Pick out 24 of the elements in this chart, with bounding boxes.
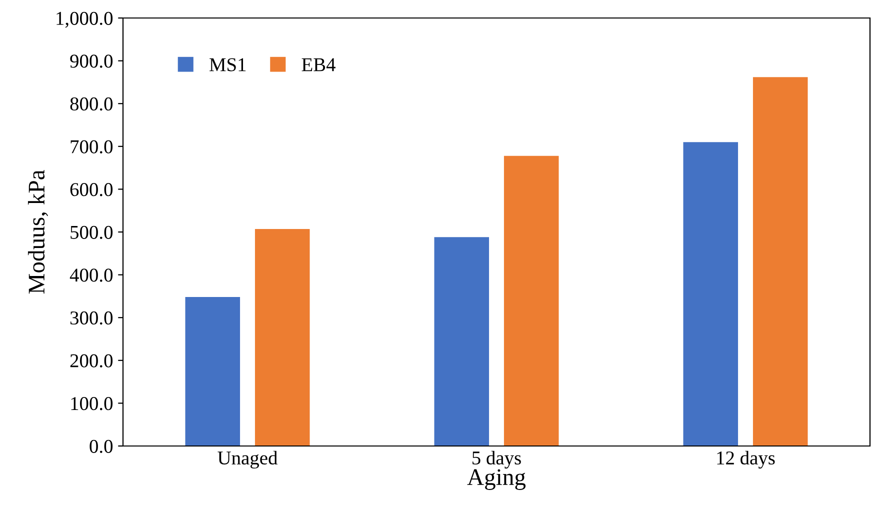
y-tick-label: 900.0	[70, 54, 113, 68]
legend-label: MS1	[210, 58, 246, 72]
x-tick-label: 12 days	[717, 450, 775, 469]
y-tick-label: 500.0	[70, 226, 113, 240]
bar	[434, 237, 490, 446]
y-axis-title: Moduus, kPa	[28, 170, 48, 294]
bar	[683, 142, 738, 446]
y-tick-label: 200.0	[70, 354, 113, 368]
y-tick-label: 0.0	[90, 440, 113, 454]
x-tick-label: 5 days	[472, 450, 521, 469]
y-tick-label: 1,000.0	[56, 12, 113, 28]
x-tick-label: Unaged	[218, 450, 278, 469]
y-tick-label: 300.0	[70, 311, 113, 325]
y-tick-label: 800.0	[70, 97, 113, 111]
bar	[185, 297, 240, 446]
x-axis-title: Aging	[467, 469, 526, 490]
y-tick-label: 600.0	[70, 183, 113, 196]
y-tick-label: 700.0	[70, 140, 113, 154]
bar	[752, 77, 808, 446]
legend-label: EB4	[302, 58, 336, 72]
y-tick-label: 100.0	[71, 397, 113, 410]
y-tick-label: 400.0	[70, 268, 113, 282]
bar	[254, 229, 310, 446]
bar	[504, 156, 559, 446]
